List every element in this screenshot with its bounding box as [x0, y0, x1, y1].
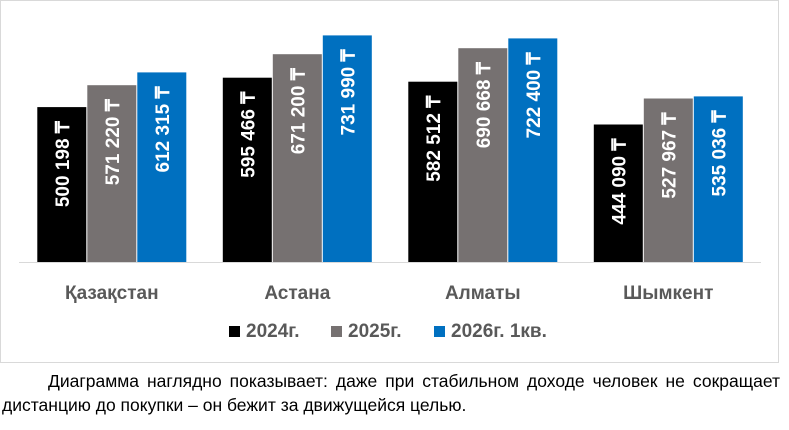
legend-label: 2025г.: [348, 321, 402, 342]
bar: [408, 81, 458, 262]
data-label: 595 466 ₸: [238, 91, 259, 178]
legend-marker: [229, 326, 240, 337]
category-labels-layer: Қазақстан Астана Алматы Шымкент: [65, 283, 713, 304]
bar: [693, 96, 743, 263]
data-labels-layer: 500 198 ₸ 571 220 ₸ 612 315 ₸ 595 466 ₸ 671 …: [53, 49, 730, 225]
bar: [508, 38, 558, 263]
data-label: 582 512 ₸: [424, 95, 445, 182]
category-label: Астана: [264, 283, 330, 304]
bar: [137, 72, 187, 263]
bar: [643, 98, 693, 262]
bar: [37, 107, 87, 262]
bar: [272, 54, 322, 263]
data-label: 527 967 ₸: [659, 112, 680, 199]
legend-label: 2026г. 1кв.: [451, 321, 547, 342]
data-label: 612 315 ₸: [153, 86, 174, 173]
data-label: 535 036 ₸: [709, 110, 730, 197]
legend-marker: [331, 326, 342, 337]
bar: [593, 124, 643, 262]
data-label: 690 668 ₸: [474, 61, 495, 148]
bar: [322, 35, 372, 263]
bars-layer: [37, 35, 743, 263]
data-label: 444 090 ₸: [609, 138, 630, 225]
legend-marker: [434, 326, 445, 337]
data-label: 722 400 ₸: [524, 52, 545, 139]
legend: 2024г. 2025г. 2026г. 1кв.: [229, 321, 547, 342]
data-label: 571 220 ₸: [103, 98, 124, 185]
category-label: Шымкент: [623, 283, 713, 304]
legend-label: 2024г.: [246, 321, 300, 342]
bar: [87, 85, 137, 262]
data-label: 500 198 ₸: [53, 120, 74, 207]
category-label: Алматы: [445, 283, 521, 304]
figure-caption: Диаграмма наглядно показывает: даже при …: [2, 371, 780, 415]
category-label: Қазақстан: [65, 283, 159, 304]
bar: [222, 77, 272, 262]
bar-chart: 500 198 ₸ 571 220 ₸ 612 315 ₸ 595 466 ₸ 671 …: [19, 35, 761, 342]
data-label: 671 200 ₸: [288, 67, 309, 154]
data-label: 731 990 ₸: [338, 49, 359, 136]
bar: [458, 48, 508, 263]
